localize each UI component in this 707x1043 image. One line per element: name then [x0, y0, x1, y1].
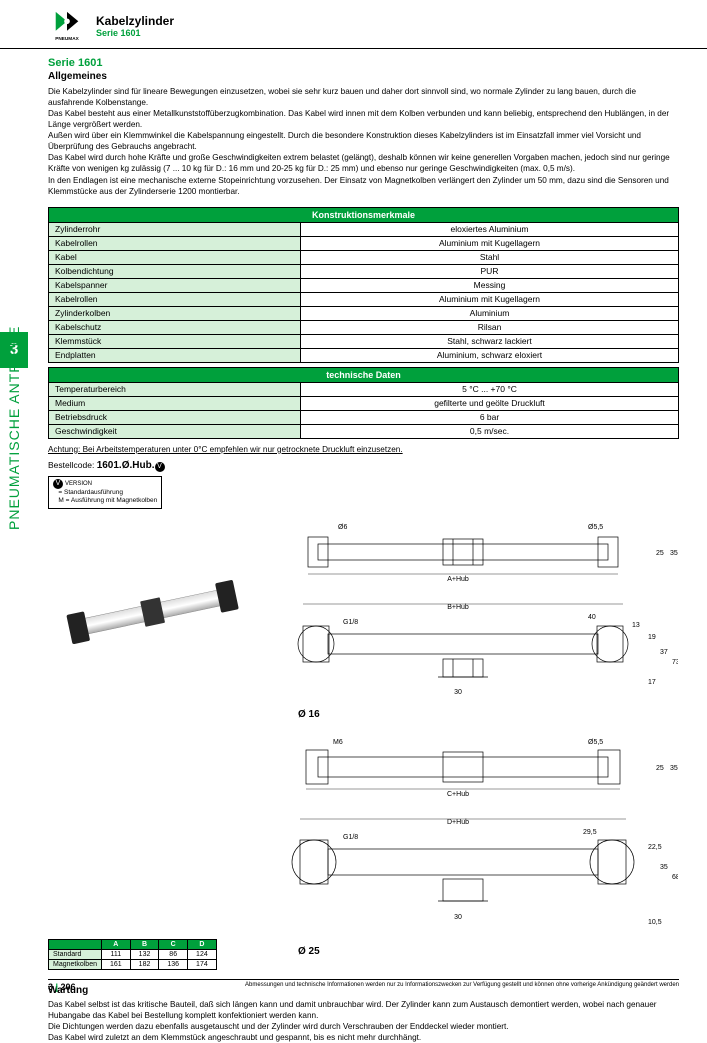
- svg-text:29,5: 29,5: [583, 829, 597, 836]
- svg-text:19: 19: [648, 634, 656, 641]
- svg-text:M6: M6: [333, 739, 343, 746]
- header-title: Kabelzylinder: [96, 14, 174, 28]
- svg-text:10,5: 10,5: [648, 919, 662, 926]
- spec-key: Betriebsdruck: [49, 410, 301, 424]
- spec-key: Kolbendichtung: [49, 264, 301, 278]
- logo: PNEUMAX: [48, 10, 86, 42]
- order-code: Bestellcode: 1601.Ø.Hub.V: [48, 460, 679, 472]
- svg-text:30: 30: [454, 914, 462, 921]
- technical-table: technische Daten Temperaturbereich5 °C .…: [48, 367, 679, 439]
- section-subtitle: Allgemeines: [48, 71, 679, 82]
- svg-text:Ø6: Ø6: [338, 524, 347, 531]
- spec-val: Aluminium mit Kugellagern: [301, 236, 679, 250]
- svg-text:D+Hub: D+Hub: [447, 819, 469, 826]
- spec-val: Aluminium: [301, 306, 679, 320]
- header-series: Serie 1601: [96, 28, 174, 38]
- drawing-16-side: G1/8 40 19 37 73 17 30 13 B+Hub Ø 16: [278, 599, 678, 719]
- svg-text:73: 73: [672, 659, 678, 666]
- page-header: PNEUMAX Kabelzylinder Serie 1601: [0, 0, 707, 49]
- svg-text:22,5: 22,5: [648, 844, 662, 851]
- svg-text:40: 40: [588, 614, 596, 621]
- spec-key: Zylinderkolben: [49, 306, 301, 320]
- svg-text:35: 35: [660, 864, 668, 871]
- spec-val: Messing: [301, 278, 679, 292]
- svg-text:13: 13: [632, 622, 640, 629]
- svg-text:Ø 25: Ø 25: [298, 946, 320, 957]
- spec-val: gefilterte und geölte Druckluft: [301, 396, 679, 410]
- version-box: VVERSION = Standardausführung M = Ausfüh…: [48, 476, 162, 509]
- svg-text:PNEUMAX: PNEUMAX: [55, 36, 79, 41]
- maintenance-text: Das Kabel selbst ist das kritische Baute…: [48, 999, 679, 1043]
- spec-key: Kabelrollen: [49, 236, 301, 250]
- svg-text:G1/8: G1/8: [343, 619, 358, 626]
- spec-val: Aluminium, schwarz eloxiert: [301, 348, 679, 362]
- drawing-16-top: Ø6 Ø5,5 A+Hub 25 35: [278, 519, 678, 589]
- intro-text: Die Kabelzylinder sind für lineare Beweg…: [48, 86, 679, 197]
- spec-key: Endplatten: [49, 348, 301, 362]
- spec-key: Klemmstück: [49, 334, 301, 348]
- spec-val: 0,5 m/sec.: [301, 424, 679, 438]
- svg-text:30: 30: [454, 689, 462, 696]
- spec-val: Stahl, schwarz lackiert: [301, 334, 679, 348]
- svg-text:C+Hub: C+Hub: [447, 791, 469, 798]
- spec-key: Kabelrollen: [49, 292, 301, 306]
- svg-text:Ø5,5: Ø5,5: [588, 524, 603, 531]
- spec-val: PUR: [301, 264, 679, 278]
- svg-text:25: 25: [656, 765, 664, 772]
- spec-val: 5 °C ... +70 °C: [301, 382, 679, 396]
- spec-key: Kabelschutz: [49, 320, 301, 334]
- maintenance-section: Wartung Das Kabel selbst ist das kritisc…: [48, 985, 679, 1043]
- spec-val: Stahl: [301, 250, 679, 264]
- svg-text:A+Hub: A+Hub: [447, 576, 469, 583]
- product-photo: [48, 569, 258, 659]
- svg-text:68: 68: [672, 874, 678, 881]
- svg-text:Ø 16: Ø 16: [298, 709, 320, 719]
- spec-val: Aluminium mit Kugellagern: [301, 292, 679, 306]
- technical-header: technische Daten: [49, 367, 679, 382]
- drawing-25-top: M6 Ø5,5 C+Hub 25 35: [278, 734, 678, 804]
- temperature-note: Achtung: Bei Arbeitstemperaturen unter 0…: [48, 445, 679, 454]
- svg-text:25: 25: [656, 550, 664, 557]
- spec-val: 6 bar: [301, 410, 679, 424]
- svg-text:35: 35: [670, 765, 678, 772]
- spec-val: Rilsan: [301, 320, 679, 334]
- svg-text:35: 35: [670, 550, 678, 557]
- svg-text:17: 17: [648, 679, 656, 686]
- svg-text:B+Hub: B+Hub: [447, 604, 469, 611]
- svg-text:37: 37: [660, 649, 668, 656]
- section-title: Serie 1601: [48, 57, 679, 69]
- drawing-25-side: G1/8 29,5 22,5 35 68 30 10,5 D+Hub Ø 25: [278, 814, 678, 964]
- spec-val: eloxiertes Aluminium: [301, 222, 679, 236]
- spec-key: Zylinderrohr: [49, 222, 301, 236]
- spec-key: Geschwindigkeit: [49, 424, 301, 438]
- spec-key: Medium: [49, 396, 301, 410]
- vertical-label: PNEUMATISCHE ANTRIEBE: [6, 326, 22, 530]
- spec-key: Kabelspanner: [49, 278, 301, 292]
- drawings-area: Ø6 Ø5,5 A+Hub 25 35: [48, 519, 679, 979]
- construction-header: Konstruktionsmerkmale: [49, 207, 679, 222]
- page-footer: 3 | 206 Abmessungen und technische Infor…: [48, 979, 679, 992]
- abcd-table: ABCD Standard11113286124Magnetkolben1611…: [48, 939, 217, 970]
- svg-text:G1/8: G1/8: [343, 834, 358, 841]
- construction-table: Konstruktionsmerkmale Zylinderrohreloxie…: [48, 207, 679, 363]
- spec-key: Temperaturbereich: [49, 382, 301, 396]
- svg-text:Ø5,5: Ø5,5: [588, 739, 603, 746]
- spec-key: Kabel: [49, 250, 301, 264]
